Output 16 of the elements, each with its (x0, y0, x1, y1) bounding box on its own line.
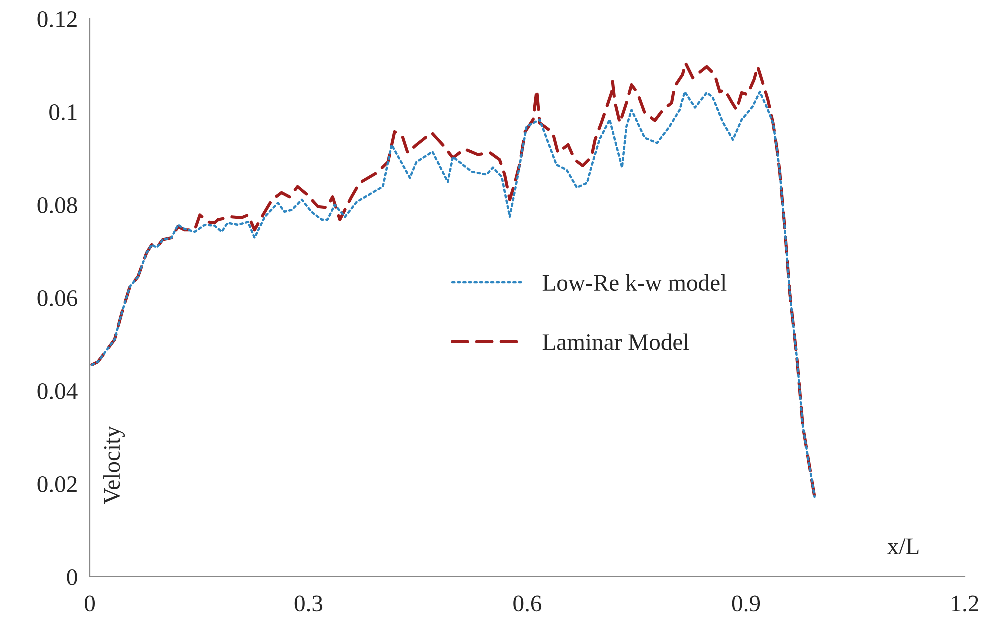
y-tick-label: 0.12 (38, 11, 77, 28)
y-tick-label: 0.02 (38, 476, 77, 493)
x-axis-title: x/L (888, 538, 919, 555)
y-tick-label: 0 (67, 569, 78, 586)
legend-label: Low-Re k-w model (542, 274, 727, 292)
y-tick-label: 0.04 (38, 383, 78, 400)
legend-label: Laminar Model (542, 334, 690, 350)
x-tick-label: 0.3 (294, 596, 323, 612)
x-tick-label: 0.6 (514, 596, 542, 612)
y-tick-label: 0.1 (50, 104, 77, 121)
x-tick-label: 1.2 (952, 596, 978, 612)
x-tick-label: 0.9 (732, 596, 760, 612)
x-tick-label: 0 (84, 596, 96, 612)
y-tick-label: 0.06 (38, 290, 78, 307)
y-tick-label: 0.08 (38, 197, 78, 214)
y-axis-title: Velocity (104, 426, 125, 504)
